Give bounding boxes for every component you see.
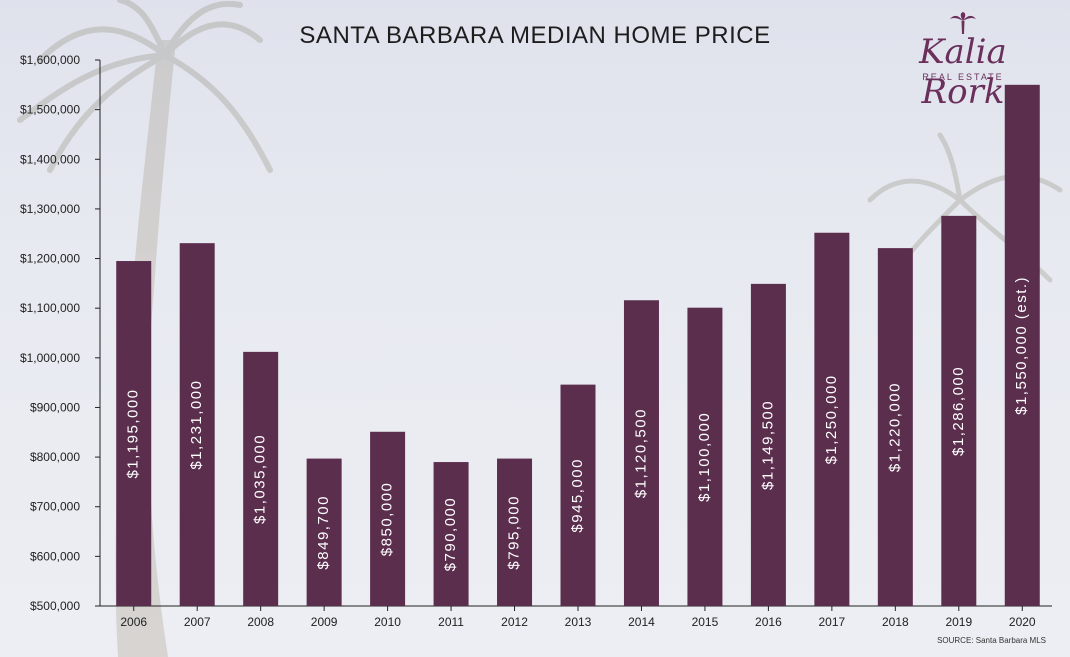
bar-value-label: $1,149,500 (759, 400, 776, 490)
brand-logo: Kalia Rork REAL ESTATE (888, 12, 1038, 112)
x-tick-label: 2009 (311, 615, 338, 629)
x-tick-label: 2014 (628, 615, 655, 629)
bar-value-label: $1,286,000 (950, 366, 967, 456)
chart-title: SANTA BARBARA MEDIAN HOME PRICE (299, 22, 771, 49)
bar-value-label: $1,250,000 (823, 374, 840, 464)
x-tick-label: 2018 (882, 615, 909, 629)
bar-value-label: $1,035,000 (252, 434, 269, 524)
bar (497, 458, 533, 606)
bar (814, 232, 850, 606)
y-tick-label: $1,000,000 (20, 351, 80, 365)
y-tick-label: $500,000 (30, 599, 80, 613)
x-tick-label: 2020 (1009, 615, 1036, 629)
bar-value-label: $1,120,500 (632, 408, 649, 498)
x-tick-label: 2017 (819, 615, 846, 629)
x-tick-label: 2015 (692, 615, 719, 629)
bar (370, 431, 406, 606)
bar-value-label: $945,000 (569, 458, 586, 533)
palm-tree-icon (950, 12, 976, 34)
bar (623, 300, 659, 606)
bar (877, 248, 913, 606)
bar-value-label: $850,000 (379, 482, 396, 557)
y-tick-label: $1,500,000 (20, 103, 80, 117)
bar-value-label: $1,100,000 (696, 412, 713, 502)
bar-value-label: $1,231,000 (188, 380, 205, 470)
bar-value-label: $1,195,000 (125, 388, 142, 478)
bar (179, 243, 215, 606)
bar (116, 261, 152, 606)
bar (306, 458, 342, 606)
bar (243, 351, 279, 606)
bar (560, 384, 596, 606)
y-tick-label: $1,300,000 (20, 202, 80, 216)
bar-value-label: $790,000 (442, 497, 459, 572)
logo-subtitle: REAL ESTATE (922, 72, 1004, 82)
y-tick-label: $1,400,000 (20, 152, 80, 166)
x-tick-label: 2010 (374, 615, 401, 629)
x-tick-label: 2019 (945, 615, 972, 629)
x-tick-label: 2011 (438, 615, 464, 629)
x-tick-label: 2007 (184, 615, 211, 629)
bar (1004, 84, 1040, 607)
bar (941, 215, 977, 606)
bar-value-label: $1,550,000 (est.) (1013, 276, 1030, 415)
y-tick-label: $600,000 (30, 549, 80, 563)
y-tick-label: $1,600,000 (20, 53, 80, 67)
x-tick-label: 2006 (120, 615, 147, 629)
source-note: SOURCE: Santa Barbara MLS (937, 636, 1046, 645)
bar (750, 283, 786, 606)
x-tick-label: 2012 (501, 615, 528, 629)
bar-value-label: $1,220,000 (886, 382, 903, 472)
y-tick-label: $1,200,000 (20, 252, 80, 266)
y-tick-label: $700,000 (30, 500, 80, 514)
bar-value-label: $849,700 (315, 495, 332, 570)
bar (687, 307, 723, 606)
x-tick-label: 2008 (247, 615, 274, 629)
bar-value-label: $795,000 (506, 495, 523, 570)
y-tick-label: $800,000 (30, 450, 80, 464)
y-tick-label: $900,000 (30, 400, 80, 414)
x-tick-label: 2013 (565, 615, 592, 629)
bar (433, 462, 469, 606)
x-tick-label: 2016 (755, 615, 782, 629)
y-tick-label: $1,100,000 (20, 301, 80, 315)
logo-name: Kalia Rork (919, 32, 1007, 112)
